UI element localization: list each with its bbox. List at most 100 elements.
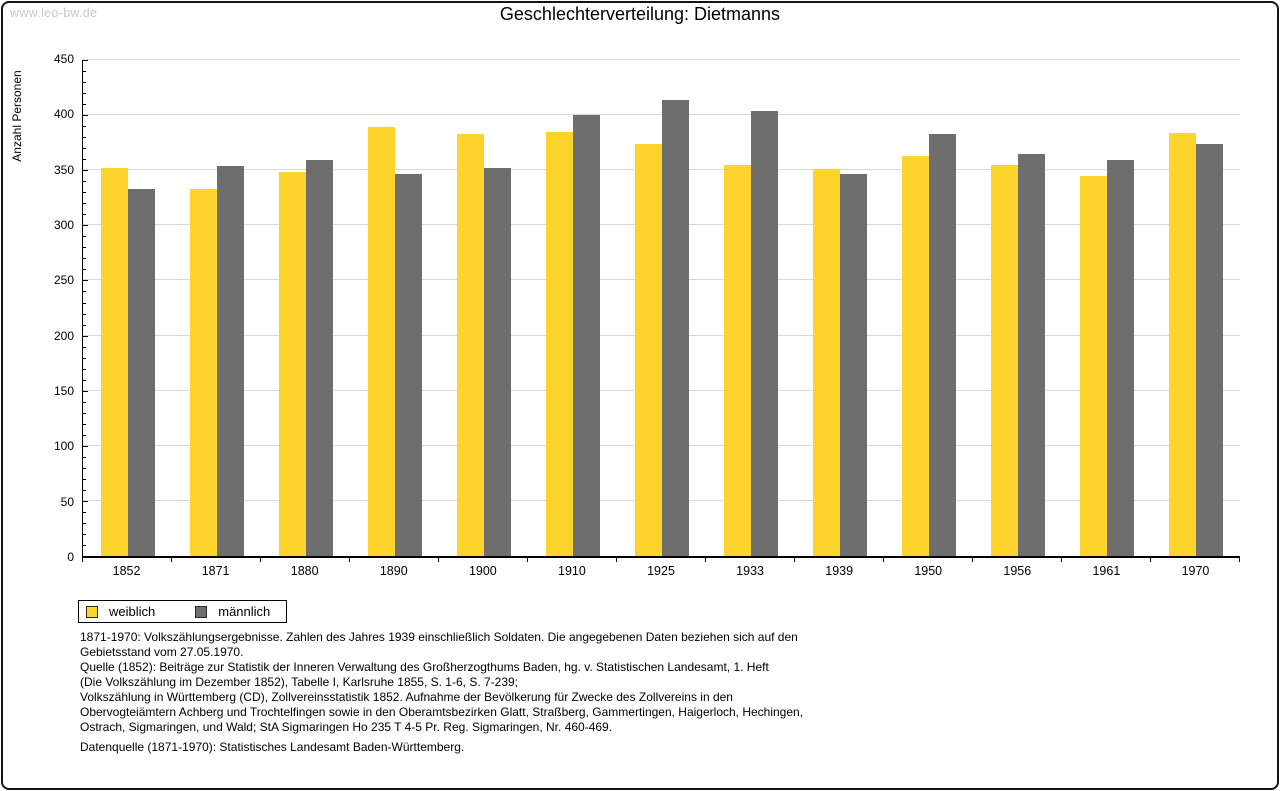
x-boundary-tick-0 xyxy=(82,558,83,562)
legend-swatch-maennlich xyxy=(195,605,208,618)
x-tick-label-1961: 1961 xyxy=(1092,564,1121,578)
x-boundary-tick-13 xyxy=(1239,558,1240,562)
y-major-tick-150 xyxy=(83,390,88,392)
x-tick-label-1950: 1950 xyxy=(914,564,943,578)
footnote-line-4: (Die Volkszählung im Dezember 1852), Tab… xyxy=(80,675,519,689)
bar-weiblich-1910 xyxy=(545,131,573,556)
footnotes: 1871-1970: Volkszählungsergebnisse. Zahl… xyxy=(80,630,803,755)
bar-weiblich-1950 xyxy=(901,155,929,556)
y-major-tick-50 xyxy=(83,500,88,502)
bar-weiblich-1961 xyxy=(1079,175,1107,556)
legend-swatch-weiblich xyxy=(86,605,98,618)
legend-label-weiblich: weiblich xyxy=(109,604,156,619)
bar-weiblich-1933 xyxy=(723,164,751,556)
x-tick-label-1871: 1871 xyxy=(201,564,230,578)
bar-maennlich-1933 xyxy=(750,110,778,556)
legend-item-maennlich: männlich xyxy=(195,604,270,619)
bar-maennlich-1910 xyxy=(572,115,600,556)
bar-weiblich-1925 xyxy=(634,143,662,556)
y-tick-label-150: 150 xyxy=(53,384,74,398)
x-tick-label-1933: 1933 xyxy=(736,564,764,578)
bar-group-1961 xyxy=(1062,60,1151,556)
y-minor-tick-410 xyxy=(83,104,86,106)
x-tick-label-1852: 1852 xyxy=(112,564,141,578)
bar-maennlich-1950 xyxy=(928,133,956,556)
bar-group-1956 xyxy=(973,60,1062,556)
bar-group-1970 xyxy=(1151,60,1240,556)
bar-group-1852 xyxy=(83,60,172,556)
watermark: www.leo-bw.de xyxy=(10,6,98,20)
y-minor-tick-40 xyxy=(83,511,86,513)
bar-group-1933 xyxy=(706,60,795,556)
y-minor-tick-30 xyxy=(83,522,86,524)
y-minor-tick-110 xyxy=(83,434,86,436)
x-boundary-tick-10 xyxy=(972,558,973,562)
datasource-line: Datenquelle (1871-1970): Statistisches L… xyxy=(80,740,465,754)
bar-maennlich-1925 xyxy=(661,99,689,556)
y-major-tick-200 xyxy=(83,335,88,337)
y-minor-tick-430 xyxy=(83,82,86,84)
y-minor-tick-240 xyxy=(83,291,86,293)
y-minor-tick-440 xyxy=(83,71,86,73)
legend-label-maennlich: männlich xyxy=(218,604,271,619)
x-axis-tick-labels: 1852 1871 1880 1890 1900 1910 1925 1933 1939 1950… xyxy=(82,564,1240,578)
y-minor-tick-380 xyxy=(83,137,86,139)
bar-maennlich-1871 xyxy=(216,165,244,556)
y-major-tick-250 xyxy=(83,280,88,282)
bar-weiblich-1956 xyxy=(990,164,1018,556)
x-boundary-tick-8 xyxy=(793,558,795,562)
bar-weiblich-1900 xyxy=(456,133,484,556)
legend-item-weiblich: weiblich xyxy=(86,604,155,619)
footnote-block: 1871-1970: Volkszählungsergebnisse. Zahl… xyxy=(80,630,803,735)
y-major-tick-100 xyxy=(83,445,88,447)
y-tick-label-50: 50 xyxy=(60,494,74,509)
x-boundary-tick-9 xyxy=(882,558,884,562)
y-minor-tick-170 xyxy=(83,368,86,370)
x-tick-label-1900: 1900 xyxy=(468,564,497,578)
y-major-tick-350 xyxy=(83,170,88,172)
y-major-tick-450 xyxy=(83,60,88,61)
y-minor-tick-180 xyxy=(83,357,86,359)
y-minor-tick-340 xyxy=(83,181,86,183)
y-minor-tick-10 xyxy=(83,544,86,546)
footnote-line-7: Ostrach, Sigmaringen, und Wald; StA Sigm… xyxy=(80,720,613,734)
y-tick-label-200: 200 xyxy=(53,328,74,343)
bar-maennlich-1900 xyxy=(483,168,511,556)
y-minor-tick-190 xyxy=(83,346,86,348)
footnote-line-1: 1871-1970: Volkszählungsergebnisse. Zahl… xyxy=(80,630,798,644)
y-minor-tick-290 xyxy=(83,236,86,238)
x-tick-label-1880: 1880 xyxy=(290,564,319,578)
x-boundary-tick-1 xyxy=(170,558,172,562)
bar-weiblich-1871 xyxy=(189,188,217,556)
x-boundary-tick-11 xyxy=(1061,558,1062,562)
bar-group-1950 xyxy=(884,60,973,556)
bar-group-1939 xyxy=(795,60,884,556)
x-boundary-tick-4 xyxy=(437,558,439,562)
y-major-tick-400 xyxy=(83,115,88,117)
y-tick-label-400: 400 xyxy=(53,107,74,122)
y-minor-tick-120 xyxy=(83,423,86,425)
x-boundary-tick-2 xyxy=(259,558,261,562)
y-major-tick-300 xyxy=(83,225,88,227)
bar-maennlich-1970 xyxy=(1195,143,1223,556)
y-minor-tick-370 xyxy=(83,148,86,150)
bar-maennlich-1880 xyxy=(305,160,333,556)
bars xyxy=(83,60,1240,556)
y-minor-tick-330 xyxy=(83,192,86,194)
y-minor-tick-390 xyxy=(83,126,86,128)
y-tick-label-250: 250 xyxy=(53,273,74,288)
x-tick-label-1956: 1956 xyxy=(1003,564,1032,578)
y-minor-tick-70 xyxy=(83,478,86,480)
bar-maennlich-1852 xyxy=(127,188,155,556)
y-tick-label-300: 300 xyxy=(53,218,74,232)
x-boundary-tick-12 xyxy=(1150,558,1151,562)
y-minor-tick-230 xyxy=(83,302,86,304)
y-tick-label-0: 0 xyxy=(67,550,74,564)
bar-group-1890 xyxy=(350,60,439,556)
footnote-line-2: Gebietsstand vom 27.05.1970. xyxy=(80,645,244,659)
x-tick-label-1970: 1970 xyxy=(1181,564,1210,578)
x-tick-label-1910: 1910 xyxy=(558,564,586,578)
y-tick-label-450: 450 xyxy=(53,52,74,66)
bar-group-1900 xyxy=(439,60,528,556)
footnote-line-6: Obervogteiämtern Achberg und Trochtelfin… xyxy=(80,705,804,719)
